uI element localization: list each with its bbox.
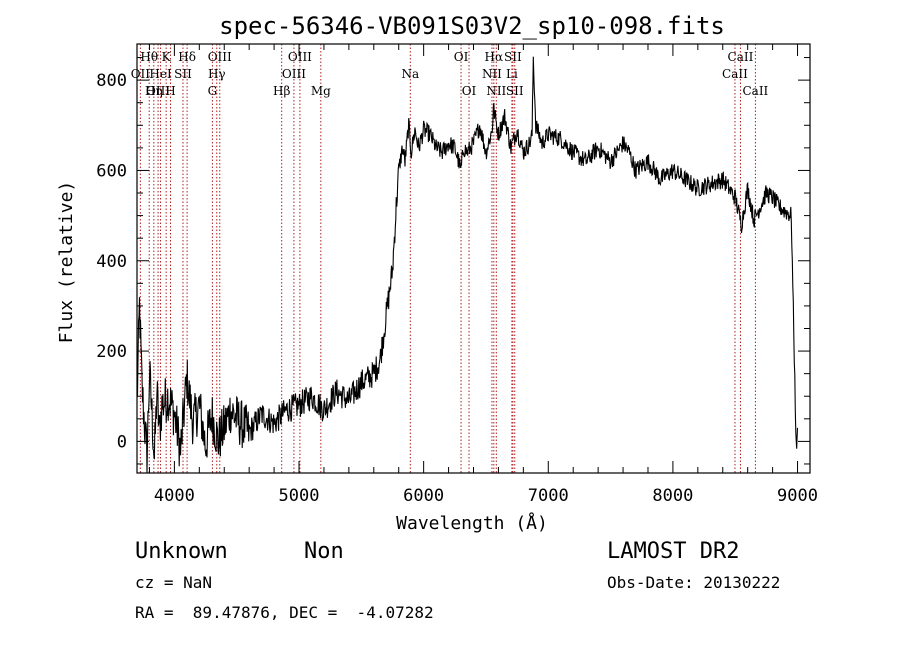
line-label: Hα <box>485 50 504 64</box>
x-tick-label: 8000 <box>652 486 693 506</box>
line-label: CaII <box>728 50 754 64</box>
x-tick-label: 6000 <box>403 486 444 506</box>
line-label: K <box>162 50 172 64</box>
line-label: OIII <box>282 67 306 81</box>
line-label: NII <box>486 84 506 98</box>
line-label: SII <box>506 84 524 98</box>
spectrum-chart: spec-56346-VB091S03V2_sp10-098.fits Hθ OI… <box>56 12 818 534</box>
line-label: Hγ <box>208 67 226 81</box>
survey-name: LAMOST DR2 <box>607 539 740 564</box>
y-tick-label: 800 <box>96 71 127 91</box>
line-label: HeI <box>149 67 172 81</box>
line-label: SII <box>174 67 192 81</box>
line-label: Na <box>401 67 419 81</box>
y-tick-label: 200 <box>96 342 127 362</box>
line-label: Hθ <box>140 50 158 64</box>
y-tick-label: 600 <box>96 161 127 181</box>
line-label: Li <box>506 67 518 81</box>
x-tick-label: 4000 <box>154 486 195 506</box>
y-tick-label: 400 <box>96 252 127 272</box>
line-label: NII <box>482 67 502 81</box>
line-label: OIII <box>208 50 232 64</box>
chart-title: spec-56346-VB091S03V2_sp10-098.fits <box>219 12 725 40</box>
line-label: CaII <box>742 84 768 98</box>
line-label: H <box>165 84 175 98</box>
line-label: OIII <box>146 84 170 98</box>
x-tick-label: 5000 <box>279 486 320 506</box>
object-subclass: Non <box>304 539 344 564</box>
line-label: OIII <box>288 50 312 64</box>
line-label: OI <box>462 84 477 98</box>
x-tick-label: 9000 <box>777 486 818 506</box>
line-label: CaII <box>722 67 748 81</box>
y-axis-label: Flux (relative) <box>56 181 77 344</box>
spectrum-line <box>136 56 799 474</box>
line-label: G <box>208 84 218 98</box>
coordinates-text: RA = 89.47876, DEC = -4.07282 <box>135 603 434 622</box>
y-axis-ticks: 0 200 400 600 800 <box>96 57 810 465</box>
line-label: SII <box>504 50 522 64</box>
object-class: Unknown <box>135 539 228 564</box>
x-axis-ticks: 4000 5000 6000 7000 8000 9000 <box>148 44 818 506</box>
line-label: OI <box>454 50 469 64</box>
y-tick-label: 0 <box>117 432 127 452</box>
spectral-line-markers <box>139 44 756 473</box>
line-label: Hδ <box>178 50 196 64</box>
line-label: OII <box>131 67 151 81</box>
obs-date-text: Obs-Date: 20130222 <box>607 573 781 592</box>
line-label: Hη <box>145 84 163 98</box>
x-axis-label: Wavelength (Å) <box>396 512 548 534</box>
line-label: Mg <box>311 84 331 98</box>
redshift-text: cz = NaN <box>135 573 213 592</box>
x-tick-label: 7000 <box>528 486 569 506</box>
line-label: Hβ <box>273 84 290 98</box>
